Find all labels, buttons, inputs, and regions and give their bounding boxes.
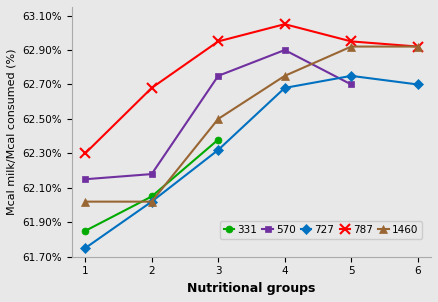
Y-axis label: Mcal milk/Mcal consumed (%): Mcal milk/Mcal consumed (%) [7, 49, 17, 215]
570 [282, 48, 287, 52]
727 [215, 148, 221, 152]
1460 [415, 45, 420, 48]
1460 [215, 117, 221, 121]
Legend: 331, 570, 727, 787, 1460: 331, 570, 727, 787, 1460 [219, 221, 422, 239]
787 [82, 152, 88, 155]
331 [149, 195, 154, 198]
787 [415, 45, 420, 48]
787 [282, 22, 287, 26]
727 [82, 246, 88, 250]
570 [215, 74, 221, 78]
1460 [82, 200, 88, 204]
Line: 570: 570 [81, 47, 355, 183]
331 [82, 229, 88, 233]
1460 [282, 74, 287, 78]
570 [82, 178, 88, 181]
1460 [349, 45, 354, 48]
570 [149, 172, 154, 176]
Line: 331: 331 [81, 136, 222, 234]
X-axis label: Nutritional groups: Nutritional groups [187, 282, 316, 295]
727 [149, 200, 154, 204]
727 [349, 74, 354, 78]
570 [349, 83, 354, 86]
331 [215, 138, 221, 141]
Line: 1460: 1460 [81, 42, 422, 206]
Line: 727: 727 [81, 72, 421, 252]
787 [349, 40, 354, 43]
1460 [149, 200, 154, 204]
787 [215, 40, 221, 43]
Line: 787: 787 [80, 19, 423, 158]
787 [149, 86, 154, 90]
727 [415, 83, 420, 86]
727 [282, 86, 287, 90]
